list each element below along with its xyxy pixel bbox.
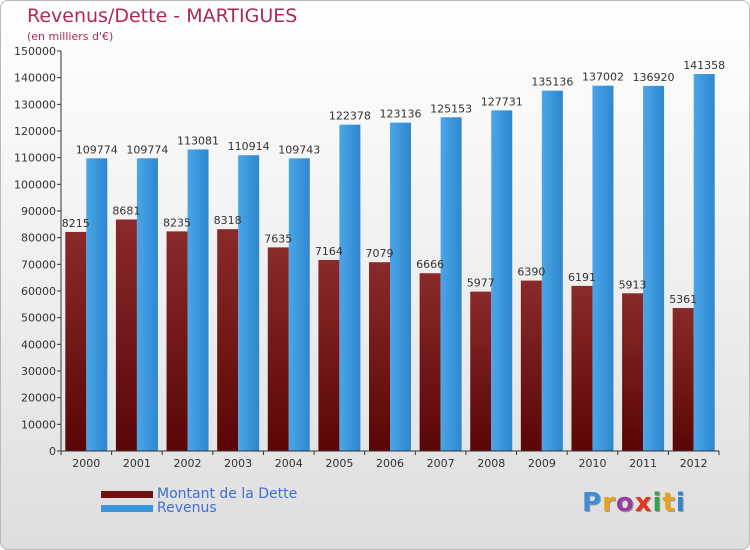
legend-item-revenus: Revenus bbox=[101, 500, 217, 516]
legend-swatch-dette bbox=[101, 490, 153, 498]
y-tick-label-150000: 150000 bbox=[14, 45, 56, 58]
dette-bar-2005 bbox=[318, 259, 340, 451]
chart-title: Revenus/Dette - MARTIGUES bbox=[27, 5, 298, 27]
dette-value-label-2003: 8318 bbox=[214, 214, 242, 227]
y-tick-label-80000: 80000 bbox=[21, 232, 56, 245]
revenus-bar-2012 bbox=[693, 74, 715, 451]
revenus-value-label-2001: 109774 bbox=[126, 143, 168, 156]
proxiti-logo: Proxiti bbox=[582, 488, 686, 518]
dette-bar-2007 bbox=[419, 273, 441, 451]
y-tick-label-40000: 40000 bbox=[21, 338, 56, 351]
dette-bar-2009 bbox=[520, 280, 542, 451]
x-tick-label-2009: 2009 bbox=[528, 457, 556, 470]
x-tick-label-2003: 2003 bbox=[224, 457, 252, 470]
x-tick-label-2007: 2007 bbox=[427, 457, 455, 470]
y-tick-label-140000: 140000 bbox=[14, 72, 56, 85]
dette-value-label-2010: 6191 bbox=[568, 271, 596, 284]
revenus-value-label-2002: 113081 bbox=[177, 134, 219, 147]
revenus-bar-2010 bbox=[592, 85, 614, 452]
revenus-bar-2005 bbox=[339, 124, 361, 452]
revenus-value-label-2000: 109774 bbox=[76, 143, 118, 156]
y-tick-label-20000: 20000 bbox=[21, 392, 56, 405]
x-tick-label-2011: 2011 bbox=[629, 457, 657, 470]
dette-value-label-2006: 7079 bbox=[366, 247, 394, 260]
dette-value-label-2007: 6666 bbox=[416, 258, 444, 271]
revenus-bar-2008 bbox=[491, 110, 513, 451]
y-tick-label-90000: 90000 bbox=[21, 205, 56, 218]
dette-bar-2002 bbox=[166, 231, 188, 451]
y-tick-label-70000: 70000 bbox=[21, 258, 56, 271]
dette-value-label-2001: 8681 bbox=[112, 204, 140, 217]
y-tick-label-0: 0 bbox=[49, 445, 56, 458]
dette-value-label-2008: 5977 bbox=[467, 277, 495, 290]
legend-swatch-revenus bbox=[101, 504, 153, 512]
revenus-bar-2007 bbox=[440, 117, 462, 451]
x-tick-label-2000: 2000 bbox=[72, 457, 100, 470]
dette-bar-2010 bbox=[571, 285, 593, 451]
dette-bar-2003 bbox=[217, 229, 239, 451]
x-tick-label-2012: 2012 bbox=[680, 457, 708, 470]
revenus-bar-2011 bbox=[643, 85, 665, 451]
revenus-value-label-2007: 125153 bbox=[430, 102, 472, 115]
revenus-bar-2000 bbox=[86, 158, 108, 451]
y-tick-label-50000: 50000 bbox=[21, 312, 56, 325]
revenus-bar-2006 bbox=[390, 122, 411, 452]
dette-value-label-2009: 6390 bbox=[517, 266, 545, 279]
x-tick-label-2004: 2004 bbox=[275, 457, 303, 470]
x-tick-label-2001: 2001 bbox=[123, 457, 151, 470]
x-tick-label-2010: 2010 bbox=[578, 457, 606, 470]
revenus-value-label-2009: 135136 bbox=[531, 76, 573, 89]
revenus-value-label-2011: 136920 bbox=[633, 71, 675, 84]
revenus-value-label-2012: 141358 bbox=[683, 59, 725, 72]
dette-bar-2012 bbox=[672, 308, 694, 451]
revenus-value-label-2010: 137002 bbox=[582, 71, 624, 84]
revenus-value-label-2008: 127731 bbox=[481, 95, 523, 108]
dette-value-label-2012: 5361 bbox=[669, 293, 697, 306]
legend-label-dette: Montant de la Dette bbox=[157, 486, 298, 502]
revenus-bar-2002 bbox=[187, 149, 209, 451]
dette-value-label-2002: 8235 bbox=[163, 216, 191, 229]
dette-value-label-2004: 7635 bbox=[264, 232, 292, 245]
legend-label-revenus: Revenus bbox=[157, 500, 217, 516]
dette-bar-2000 bbox=[65, 231, 87, 451]
y-tick-label-100000: 100000 bbox=[14, 178, 56, 191]
revenus-bar-2003 bbox=[238, 155, 260, 451]
revenus-value-label-2005: 122378 bbox=[329, 110, 371, 123]
y-tick-label-120000: 120000 bbox=[14, 125, 56, 138]
revenus-value-label-2004: 109743 bbox=[278, 143, 320, 156]
revenus-bar-2001 bbox=[136, 158, 158, 451]
y-tick-label-110000: 110000 bbox=[14, 152, 56, 165]
x-tick-label-2008: 2008 bbox=[477, 457, 505, 470]
dette-bar-2004 bbox=[267, 247, 289, 451]
revenus-bar-2009 bbox=[541, 90, 563, 452]
x-tick-label-2002: 2002 bbox=[174, 457, 202, 470]
dette-value-label-2011: 5913 bbox=[619, 278, 647, 291]
dette-value-label-2000: 8215 bbox=[62, 217, 90, 230]
dette-value-label-2005: 7164 bbox=[315, 245, 343, 258]
y-tick-label-10000: 10000 bbox=[21, 418, 56, 431]
legend-item-dette: Montant de la Dette bbox=[101, 486, 298, 502]
dette-bar-2011 bbox=[622, 293, 644, 451]
x-tick-label-2006: 2006 bbox=[376, 457, 404, 470]
y-tick-label-130000: 130000 bbox=[14, 98, 56, 111]
revenus-value-label-2003: 110914 bbox=[228, 140, 270, 153]
dette-bar-2006 bbox=[369, 262, 390, 451]
dette-bar-2008 bbox=[470, 291, 492, 451]
revenus-value-label-2006: 123136 bbox=[380, 108, 422, 121]
chart-subtitle: (en milliers d'€) bbox=[27, 30, 114, 43]
y-tick-label-60000: 60000 bbox=[21, 285, 56, 298]
dette-bar-2001 bbox=[115, 219, 137, 451]
revenus-bar-2004 bbox=[288, 158, 310, 452]
x-tick-label-2005: 2005 bbox=[325, 457, 353, 470]
y-tick-label-30000: 30000 bbox=[21, 365, 56, 378]
